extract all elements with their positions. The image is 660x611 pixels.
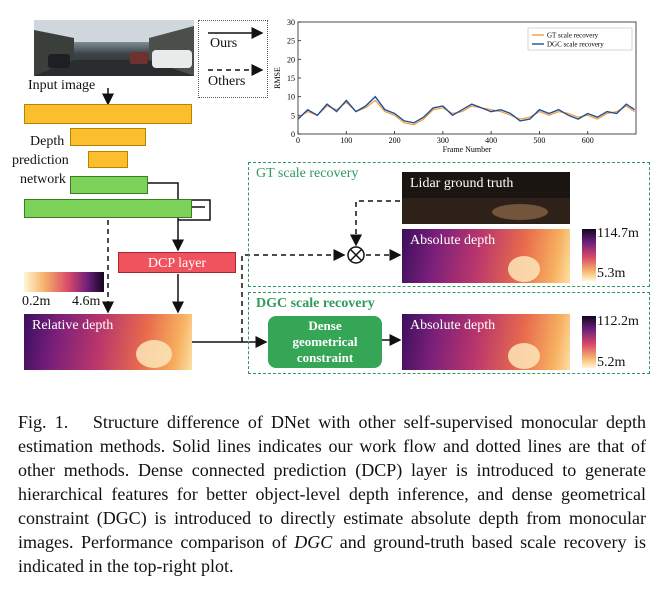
x-tick-label: 500 [533,136,545,145]
y-tick-label: 20 [287,55,295,64]
x-tick-label: 0 [296,136,300,145]
gt-depth-min: 5.3m [597,266,626,281]
decoder-block-1 [70,176,148,194]
encoder-block-2 [70,128,146,146]
x-tick-label: 600 [582,136,594,145]
x-tick-label: 200 [389,136,401,145]
legend-label: DGC scale recovery [547,41,604,49]
y-axis-label: RMSE [273,67,282,89]
dgc-depth-max: 112.2m [597,314,639,329]
lidar-ground-truth-map [402,172,570,224]
dgc-block-line-3: constraint [296,350,354,365]
x-tick-label: 300 [437,136,449,145]
dgc-depth-min: 5.2m [597,355,626,370]
relative-depth-colorbar [24,272,104,292]
x-tick-label: 100 [340,136,352,145]
caption-text-1: Structure difference of DNet with other … [18,412,646,552]
gt-group-title: GT scale recovery [256,166,359,181]
dgc-block-line-2: geometrical [292,334,358,349]
legend-ours-label: Ours [210,36,238,51]
dgc-block: Dense geometrical constraint [268,316,382,368]
input-image-label: Input image [28,78,96,93]
relative-depth-max: 4.6m [72,294,101,309]
caption-fig-number: Fig. 1. [18,412,69,432]
x-axis-label: Frame Number [443,145,492,154]
series-line-dgc [297,95,635,124]
figure-caption: Fig. 1. Structure difference of DNet wit… [18,410,646,578]
dgc-absolute-depth-map [402,314,570,370]
legend-box [198,20,268,98]
dgc-absolute-depth-label: Absolute depth [410,318,496,333]
depth-network-label-2: prediction [12,153,69,168]
relative-depth-map [24,314,192,370]
depth-network-label-1: Depth [30,134,65,149]
dcp-layer-block: DCP layer [118,252,236,273]
y-tick-label: 5 [291,111,295,120]
legend-others-label: Others [208,74,246,89]
gt-depth-max: 114.7m [597,226,639,241]
gt-depth-colorbar [582,229,596,281]
gt-absolute-depth-label: Absolute depth [410,233,496,248]
x-tick-label: 400 [485,136,497,145]
dgc-group-title: DGC scale recovery [256,296,375,311]
chart-legend [527,27,633,51]
dgc-depth-colorbar [582,316,596,368]
y-tick-label: 30 [287,18,295,27]
y-tick-label: 15 [287,74,295,83]
gt-scale-recovery-group [248,162,650,287]
decoder-block-2 [24,199,192,218]
lidar-label: Lidar ground truth [410,176,514,191]
depth-network-label-3: network [20,172,66,187]
y-tick-label: 0 [291,130,295,139]
encoder-block-1 [24,104,192,124]
caption-text-2: and ground-truth based scale recovery is… [18,532,646,576]
caption-emphasis: DGC [294,532,333,552]
relative-depth-label: Relative depth [32,318,114,333]
gt-absolute-depth-map [402,229,570,283]
dgc-scale-recovery-group [248,292,650,374]
y-tick-label: 10 [287,93,295,102]
diagram-connectors [102,27,402,348]
input-image [34,20,194,76]
y-tick-label: 25 [287,37,295,46]
dcp-layer-label: DCP layer [147,256,207,271]
encoder-block-3 [88,151,128,168]
legend-label: GT scale recovery [547,32,599,40]
relative-depth-min: 0.2m [22,294,51,309]
dgc-block-line-1: Dense [308,318,342,333]
